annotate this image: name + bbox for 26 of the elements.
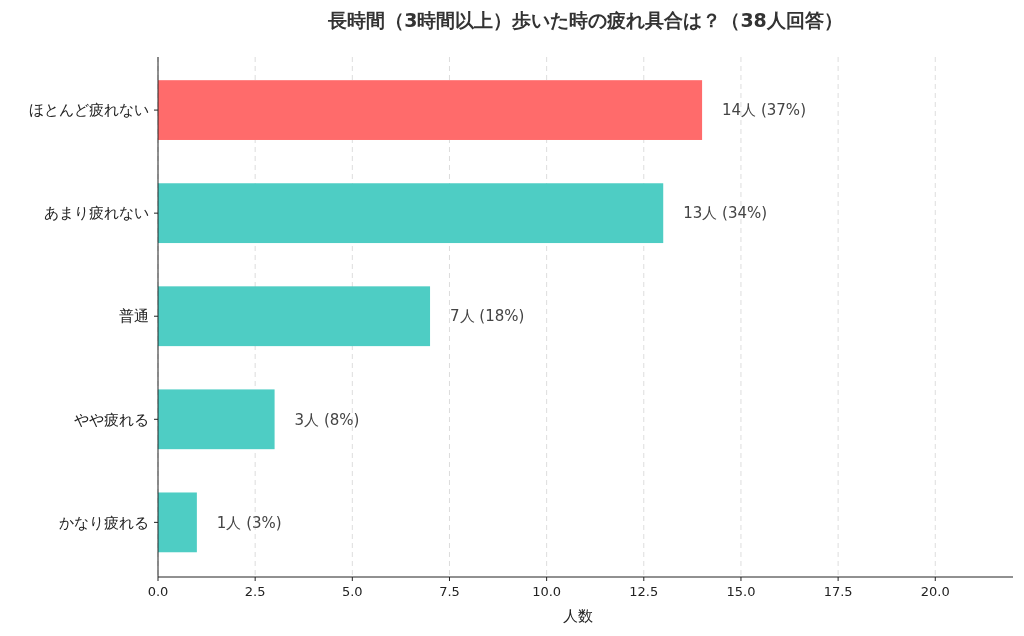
y-tick-label: あまり疲れない [44, 204, 149, 223]
y-tick-label: 普通 [119, 307, 149, 326]
x-tick-label: 20.0 [920, 584, 950, 599]
y-tick-label: ほとんど疲れない [29, 101, 149, 120]
x-tick-label: 15.0 [726, 584, 756, 599]
bar [158, 286, 431, 347]
data-label: 14人 (37%) [722, 101, 806, 120]
chart-title: 長時間（3時間以上）歩いた時の疲れ具合は？（38人回答） [327, 9, 843, 31]
data-label: 13人 (34%) [683, 204, 768, 223]
bar [158, 183, 664, 244]
bar [158, 80, 703, 140]
y-tick-label: やや疲れる [74, 410, 149, 429]
x-tick-label: 10.0 [532, 584, 562, 599]
data-label: 3人 (8%) [294, 410, 360, 429]
x-tick-label: 5.0 [341, 584, 363, 599]
bar [158, 492, 197, 553]
bar [158, 389, 275, 450]
y-tick-label: かなり疲れる [59, 513, 149, 532]
x-tick-label: 17.5 [823, 584, 853, 599]
x-tick-label: 0.0 [147, 584, 169, 599]
x-tick-label: 2.5 [244, 584, 266, 599]
x-axis-title: 人数 [562, 607, 593, 625]
x-tick-label: 7.5 [439, 584, 460, 599]
data-label: 7人 (18%) [450, 307, 525, 326]
data-label: 1人 (3%) [216, 513, 282, 532]
x-tick-label: 12.5 [629, 584, 659, 599]
